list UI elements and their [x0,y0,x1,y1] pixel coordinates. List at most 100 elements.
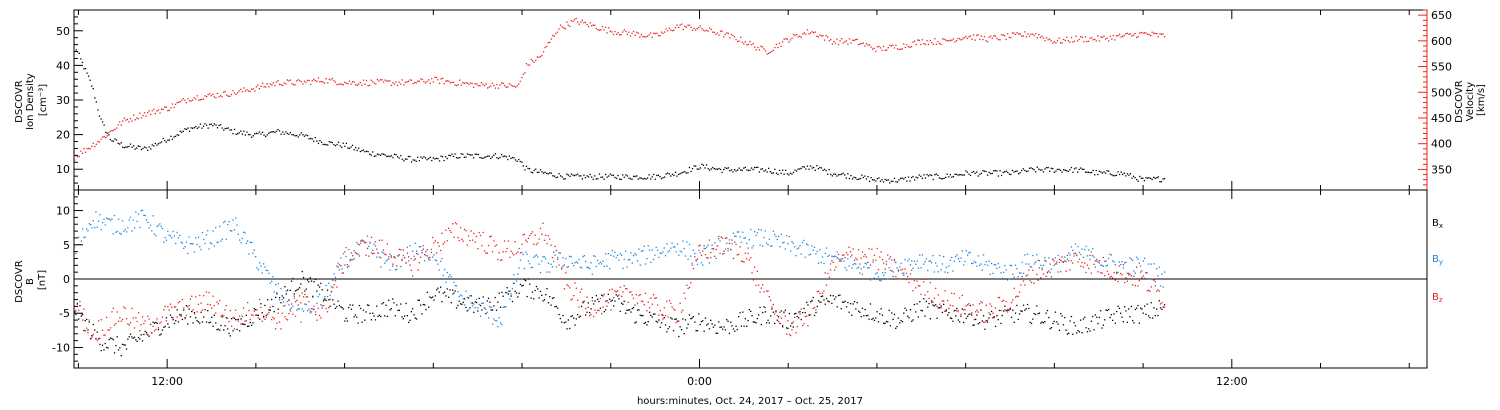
velocity-point [390,84,392,87]
bx-point [948,312,950,314]
bx-point [897,317,900,319]
bx-point [489,301,491,303]
bx-point [869,303,872,305]
density-point [578,175,580,177]
velocity-point [724,33,726,36]
bz-point [268,311,270,314]
by-point [514,278,516,280]
velocity-point [356,84,358,86]
by-point [1156,268,1158,270]
bx-point [340,306,342,308]
by-point [467,309,470,311]
by-point [215,227,217,229]
bx-point [621,302,623,304]
bz-point [743,261,745,263]
bz-point [658,314,660,316]
by-point [655,246,657,248]
bz-point [386,243,388,245]
by-point [597,259,599,262]
bz-point [551,256,554,259]
density-point [909,180,911,182]
bz-point [1048,270,1050,272]
bx-point [1076,332,1078,334]
bx-point [1020,310,1022,312]
velocity-point [310,83,312,86]
bz-point [244,320,246,322]
bz-point [289,308,291,310]
by-point [900,262,902,264]
density-point [1011,169,1014,172]
velocity-point [1094,38,1096,40]
bx-point [646,324,648,326]
by-point [147,221,149,223]
density-point [619,178,621,180]
bx-point [710,319,712,321]
by-point [1096,258,1098,260]
bz-point [459,226,462,229]
bx-point [228,332,230,335]
velocity-point [415,82,417,84]
bx-point [790,325,792,327]
by-point [220,240,222,242]
bz-point [417,269,419,271]
bx-point [1113,313,1115,315]
bz-point [547,235,550,237]
bx-point [817,300,820,302]
velocity-point [1083,41,1085,43]
by-point [731,243,733,245]
bx-point [203,316,205,318]
density-point [445,156,447,158]
density-point [569,175,571,177]
bz-point [975,311,977,313]
by-point [200,248,202,251]
bx-point [259,318,261,320]
density-point [1053,171,1055,173]
density-point [662,177,664,179]
bz-point [599,297,601,300]
density-point [331,141,333,144]
bx-point [1004,305,1006,307]
velocity-point [482,83,484,86]
bz-point [738,253,740,256]
y-tick-label: -5 [59,307,70,320]
bx-point [143,333,145,336]
by-point [494,319,496,322]
by-point [184,246,186,248]
velocity-point [154,113,156,115]
bz-point [418,262,420,264]
bx-point [389,309,391,311]
density-point [1136,178,1138,181]
bz-point [284,316,286,318]
bz-point [79,300,81,303]
bz-point [1093,263,1095,265]
bz-point [446,240,448,242]
bx-point [390,308,392,310]
bx-point [1116,310,1118,313]
by-point [385,260,387,262]
density-point [831,175,833,177]
bz-point [231,325,233,327]
density-point [746,169,748,171]
by-point [788,236,790,238]
bz-point [282,305,285,307]
bx-point [1052,322,1054,325]
bz-point [461,238,463,240]
bz-point [1118,265,1120,267]
bz-point [477,248,479,250]
by-point [471,305,474,307]
velocity-point [487,87,489,89]
bx-point [941,311,943,314]
bz-point [306,296,309,298]
bx-point [523,279,526,281]
bz-point [780,317,782,319]
bz-point [513,254,515,256]
by-point [253,249,255,251]
velocity-point [167,110,169,112]
by-point [684,255,687,257]
velocity-point [1018,33,1020,35]
velocity-point [443,83,445,85]
bx-point [360,307,362,310]
bz-point [444,241,446,243]
by-point [108,218,110,220]
bz-point [1102,256,1104,259]
